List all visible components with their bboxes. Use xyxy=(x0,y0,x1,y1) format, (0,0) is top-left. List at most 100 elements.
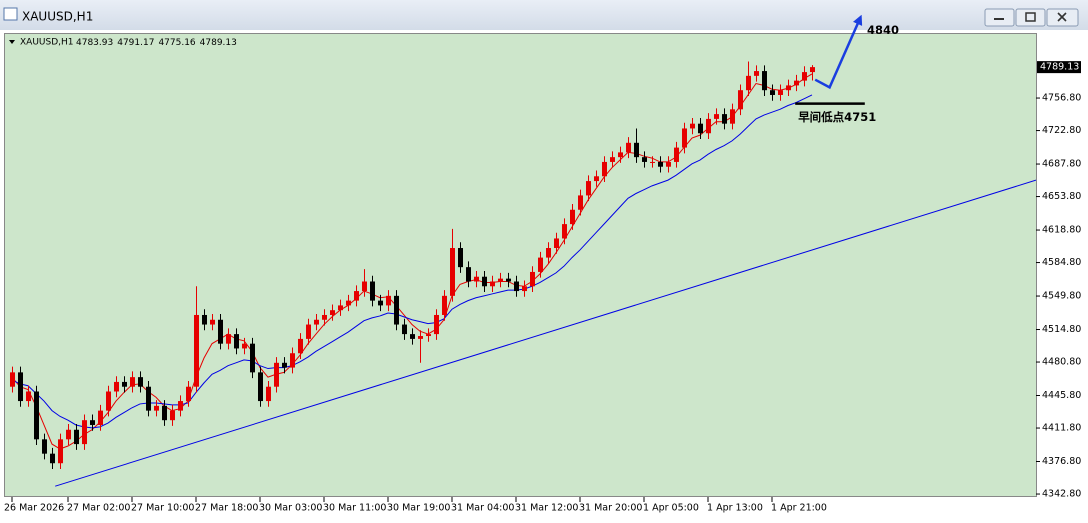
y-tick-label: 4618.80 xyxy=(1042,225,1081,236)
restore-button[interactable] xyxy=(1015,8,1046,27)
candle-body xyxy=(738,90,743,110)
restore-icon xyxy=(1025,12,1036,22)
candle-body xyxy=(250,343,255,373)
plot-area xyxy=(4,33,1037,497)
y-tick-label: 4411.80 xyxy=(1042,423,1081,434)
window-icon xyxy=(3,7,18,21)
y-tick-label: 4653.80 xyxy=(1042,191,1081,202)
candle-body xyxy=(66,429,71,440)
x-tick-label: 27 Mar 18:00 xyxy=(195,503,258,514)
candle-body xyxy=(194,314,199,387)
y-tick-label: 4687.80 xyxy=(1042,159,1081,170)
candle-body xyxy=(402,324,407,335)
candle-body xyxy=(274,362,279,387)
plot xyxy=(10,61,1036,487)
candle-body xyxy=(666,161,671,167)
window-buttons[interactable] xyxy=(984,8,1079,27)
candle-body xyxy=(578,195,583,210)
candle-body xyxy=(18,372,23,402)
x-tick-label: 31 Mar 04:00 xyxy=(451,503,514,514)
candle-body xyxy=(178,401,183,411)
candle-body xyxy=(122,381,127,387)
candle-body xyxy=(290,353,295,368)
candle-body xyxy=(58,439,63,464)
x-tick-label: 1 Apr 05:00 xyxy=(643,503,699,514)
trendline xyxy=(55,179,1036,487)
candle-body xyxy=(146,386,151,411)
current-price: 4789.13 xyxy=(1040,62,1079,73)
candle-body xyxy=(50,453,55,464)
candle-body xyxy=(138,377,143,387)
candle-body xyxy=(26,391,31,402)
candle-body xyxy=(786,85,791,91)
x-tick-label: 27 Mar 02:00 xyxy=(67,503,130,514)
candle-body xyxy=(658,161,663,167)
x-tick-label: 30 Mar 19:00 xyxy=(387,503,450,514)
candle-body xyxy=(162,405,167,421)
candle-body xyxy=(706,118,711,134)
candle-body xyxy=(306,324,311,339)
ohlc-value: 4783.93 xyxy=(76,38,113,48)
y-tick-label: 4376.80 xyxy=(1042,456,1081,467)
x-tick-label: 1 Apr 13:00 xyxy=(707,503,763,514)
price-marker-bg xyxy=(1037,61,1081,74)
candle-body xyxy=(186,386,191,402)
candle-body xyxy=(354,291,359,301)
candle-body xyxy=(266,386,271,402)
candle-body xyxy=(82,420,87,445)
symbol-label: XAUUSD,H1 xyxy=(20,38,74,48)
candle-body xyxy=(682,128,687,148)
candle-body xyxy=(490,281,495,287)
candle-body xyxy=(610,157,615,162)
candle-body xyxy=(730,109,735,124)
candle-body xyxy=(514,281,519,292)
candle-body xyxy=(106,391,111,411)
y-tick-label: 4549.80 xyxy=(1042,291,1081,302)
x-tick-label: 1 Apr 21:00 xyxy=(771,503,827,514)
x-tick-label: 26 Mar 2026 xyxy=(4,503,64,514)
candle-body xyxy=(346,300,351,306)
candle-body xyxy=(618,152,623,158)
x-tick-label: 31 Mar 20:00 xyxy=(579,503,642,514)
candle-body xyxy=(794,80,799,86)
candle-body xyxy=(626,142,631,153)
ohlc-value: 4791.17 xyxy=(117,38,154,48)
candle-body xyxy=(746,75,751,91)
candle-body xyxy=(450,248,455,296)
candle-body xyxy=(34,391,39,440)
candle-body xyxy=(74,429,79,445)
candle-body xyxy=(802,72,807,81)
moving-average xyxy=(11,94,813,429)
candle-body xyxy=(154,405,159,411)
x-tick-label: 30 Mar 11:00 xyxy=(323,503,386,514)
title-bar xyxy=(0,0,1088,30)
candle-body xyxy=(458,248,463,268)
support-label: 早间低点4751 xyxy=(798,110,876,124)
x-tick-label: 31 Mar 12:00 xyxy=(515,503,578,514)
candle-body xyxy=(218,319,223,344)
candle-body xyxy=(690,123,695,129)
minimize-icon xyxy=(994,18,1004,20)
target-label: 4840 xyxy=(867,23,899,37)
candle-body xyxy=(538,257,543,272)
candle-body xyxy=(362,281,367,292)
candle-body xyxy=(498,278,503,282)
candle-body xyxy=(482,276,487,287)
candle-body xyxy=(202,314,207,325)
candle-body xyxy=(714,114,719,119)
candle-body xyxy=(778,90,783,95)
candle-body xyxy=(90,420,95,425)
minimize-button[interactable] xyxy=(984,8,1015,27)
candle-body xyxy=(42,439,47,454)
candle-body xyxy=(394,295,399,325)
candle-body xyxy=(602,161,607,177)
candle-body xyxy=(650,161,655,163)
candle-body xyxy=(522,286,527,292)
candle-body xyxy=(330,310,335,315)
candle-body xyxy=(370,281,375,301)
y-tick-label: 4722.80 xyxy=(1042,125,1081,136)
candle-body xyxy=(210,319,215,325)
candle-body xyxy=(98,410,103,425)
candle-body xyxy=(530,271,535,287)
